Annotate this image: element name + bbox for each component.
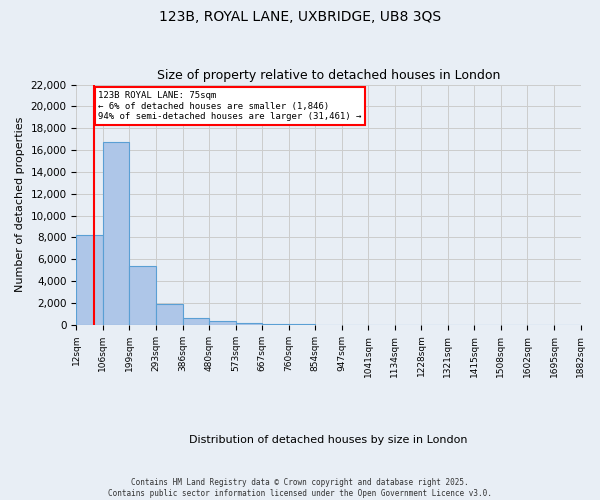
Y-axis label: Number of detached properties: Number of detached properties xyxy=(15,117,25,292)
Bar xyxy=(236,323,262,325)
Bar xyxy=(262,324,289,325)
X-axis label: Distribution of detached houses by size in London: Distribution of detached houses by size … xyxy=(189,435,468,445)
Bar xyxy=(103,142,130,325)
Bar xyxy=(76,236,103,325)
Bar xyxy=(182,318,209,325)
Bar xyxy=(209,321,236,325)
Bar xyxy=(156,304,182,325)
Text: 123B, ROYAL LANE, UXBRIDGE, UB8 3QS: 123B, ROYAL LANE, UXBRIDGE, UB8 3QS xyxy=(159,10,441,24)
Title: Size of property relative to detached houses in London: Size of property relative to detached ho… xyxy=(157,69,500,82)
Bar xyxy=(130,266,156,325)
Text: Contains HM Land Registry data © Crown copyright and database right 2025.
Contai: Contains HM Land Registry data © Crown c… xyxy=(108,478,492,498)
Text: 123B ROYAL LANE: 75sqm
← 6% of detached houses are smaller (1,846)
94% of semi-d: 123B ROYAL LANE: 75sqm ← 6% of detached … xyxy=(98,91,362,121)
